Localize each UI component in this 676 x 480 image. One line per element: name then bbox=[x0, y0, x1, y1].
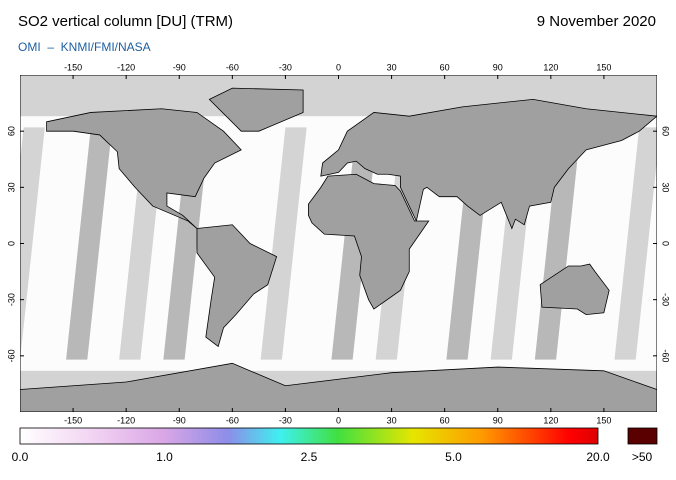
lat-label: -30 bbox=[661, 293, 671, 306]
lon-label: 30 bbox=[387, 62, 397, 72]
credit: OMI – KNMI/FMI/NASA bbox=[18, 40, 151, 54]
colorbar-label: >50 bbox=[632, 450, 653, 464]
map bbox=[20, 75, 657, 412]
lon-label: -120 bbox=[117, 62, 135, 72]
colorbar-labels: 0.0 1.0 2.5 5.0 20.0 bbox=[12, 450, 610, 464]
lon-label: 0 bbox=[336, 62, 341, 72]
lon-label: 120 bbox=[543, 62, 558, 72]
lat-label: 60 bbox=[6, 126, 16, 136]
lon-label: -30 bbox=[279, 415, 292, 425]
lon-label: -90 bbox=[173, 62, 186, 72]
lon-label: 60 bbox=[440, 62, 450, 72]
lon-label: -150 bbox=[64, 62, 82, 72]
lon-label: -60 bbox=[226, 415, 239, 425]
date: 9 November 2020 bbox=[537, 13, 656, 30]
lon-label: 60 bbox=[440, 415, 450, 425]
lat-label: 60 bbox=[661, 126, 671, 136]
lon-label: -120 bbox=[117, 415, 135, 425]
lon-label: 30 bbox=[387, 415, 397, 425]
lat-label: -60 bbox=[6, 349, 16, 362]
lon-label: -30 bbox=[279, 62, 292, 72]
lon-label: 150 bbox=[596, 62, 611, 72]
colorbar-label: 20.0 bbox=[586, 450, 610, 464]
lon-label: -150 bbox=[64, 415, 82, 425]
lat-label: 0 bbox=[6, 241, 16, 246]
lon-label: 90 bbox=[493, 62, 503, 72]
colorbar bbox=[19, 427, 599, 445]
lon-label: 0 bbox=[336, 415, 341, 425]
graticule-labels: -150 -150 -120 -120 -90 -90 -60 -60 -30 -30 0 0 30 30… bbox=[6, 62, 670, 425]
colorbar-overflow bbox=[627, 427, 658, 445]
colorbar-label: 5.0 bbox=[445, 450, 462, 464]
lat-label: -60 bbox=[661, 349, 671, 362]
colorbar-label: 1.0 bbox=[156, 450, 173, 464]
lat-label: 30 bbox=[6, 182, 16, 192]
lat-label: 0 bbox=[661, 241, 671, 246]
lon-label: -90 bbox=[173, 415, 186, 425]
title: SO2 vertical column [DU] (TRM) bbox=[18, 13, 233, 30]
lat-label: 30 bbox=[661, 182, 671, 192]
colorbar-label: 0.0 bbox=[12, 450, 29, 464]
lon-label: 120 bbox=[543, 415, 558, 425]
lon-label: 90 bbox=[493, 415, 503, 425]
colorbar-label: 2.5 bbox=[301, 450, 318, 464]
lon-label: 150 bbox=[596, 415, 611, 425]
lon-label: -60 bbox=[226, 62, 239, 72]
lat-label: -30 bbox=[6, 293, 16, 306]
